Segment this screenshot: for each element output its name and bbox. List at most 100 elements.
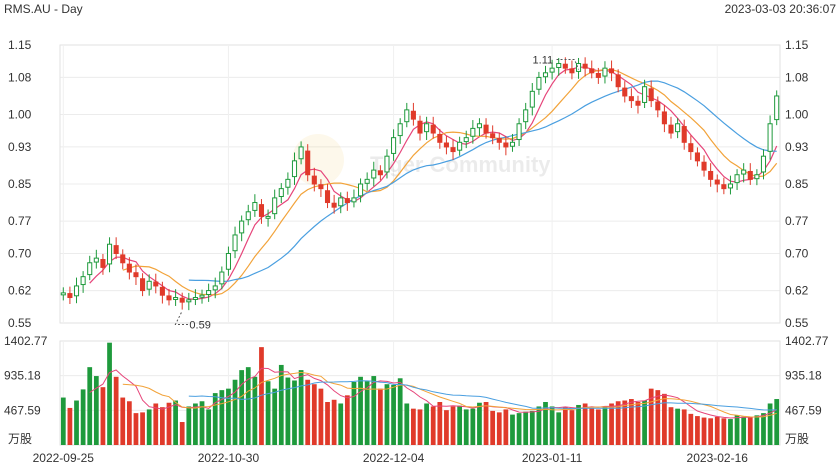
candle-body <box>87 262 93 276</box>
candle-body <box>443 142 449 148</box>
candle-body <box>694 152 700 162</box>
price-tick-right: 1.08 <box>785 70 809 84</box>
candle-body <box>351 197 357 203</box>
volume-bar <box>199 401 205 445</box>
volume-bar <box>87 367 93 445</box>
price-tick-right: 0.85 <box>785 177 809 191</box>
volume-bar <box>93 376 99 445</box>
price-tick-right: 0.93 <box>785 140 809 154</box>
volume-bar <box>437 401 443 445</box>
candle-body <box>318 184 324 190</box>
candle-body <box>615 74 621 88</box>
volume-bar <box>714 416 720 445</box>
candle-body <box>457 141 463 151</box>
candle-body <box>113 245 119 255</box>
volume-bar <box>186 406 192 445</box>
volume-bar <box>728 419 733 445</box>
price-tick-right: 0.62 <box>785 284 809 298</box>
volume-bar <box>589 407 595 445</box>
volume-bar <box>628 399 634 445</box>
candle-body <box>291 160 298 178</box>
candle-body <box>575 63 582 72</box>
annotation-leader <box>174 312 190 325</box>
candle-body <box>311 175 317 185</box>
volume-bar <box>523 411 529 445</box>
volume-tick-right: 935.18 <box>785 369 822 383</box>
volume-bar <box>483 401 489 445</box>
volume-bar <box>166 402 172 445</box>
volume-bar <box>74 400 79 445</box>
price-tick-left: 0.55 <box>8 316 32 330</box>
volume-bar <box>741 416 747 445</box>
volume-bar <box>648 388 654 445</box>
candle-body <box>721 184 727 190</box>
candle-body <box>166 295 172 301</box>
volume-axis: 1402.77 1402.77 935.18 935.18 467.59 467.59 万股… <box>4 334 829 446</box>
candle-body <box>397 123 403 137</box>
volume-bar <box>278 364 284 445</box>
candle-body <box>239 220 245 234</box>
candle-body <box>199 294 205 298</box>
volume-bar <box>285 377 291 445</box>
candle-body <box>595 72 601 78</box>
volume-bar <box>120 397 126 445</box>
candle-body <box>542 72 549 78</box>
candle-body <box>523 109 529 123</box>
candle-body <box>212 285 218 291</box>
candle-body <box>516 123 522 141</box>
volume-bar <box>384 384 390 445</box>
volume-tick-left: 935.18 <box>4 369 41 383</box>
candle-body <box>324 190 331 204</box>
candle-body <box>298 146 304 160</box>
volume-bar <box>60 397 66 445</box>
candle-body <box>358 183 364 197</box>
volume-bar <box>331 399 337 445</box>
candle-body <box>509 141 516 147</box>
candle-body <box>536 76 542 90</box>
candle-body <box>430 124 436 134</box>
volume-bar <box>338 403 344 445</box>
price-tick-left: 1.15 <box>8 38 32 52</box>
volume-tick-right: 467.59 <box>785 403 822 417</box>
candle-body <box>377 170 383 176</box>
candle-body <box>582 63 588 69</box>
volume-bar <box>701 417 707 445</box>
candle-body <box>675 123 681 133</box>
price-tick-left: 0.85 <box>8 177 32 191</box>
volume-ma-line <box>188 380 777 411</box>
annotation-leader <box>556 59 579 70</box>
volume-bar <box>662 393 667 445</box>
price-tick-right: 1.00 <box>785 108 809 122</box>
candle-body <box>609 68 615 74</box>
volume-bar <box>411 408 416 445</box>
candle-body <box>760 155 767 173</box>
volume-bar <box>556 412 562 445</box>
candle-body <box>258 204 265 217</box>
candle-body <box>252 202 258 211</box>
volume-bar <box>510 414 515 445</box>
candle-body <box>206 290 212 296</box>
candle-body <box>483 124 489 134</box>
volume-bar <box>569 410 575 445</box>
candle-body <box>186 299 192 303</box>
volume-bar <box>206 409 212 445</box>
candle-body <box>67 293 73 299</box>
price-tick-left: 1.08 <box>8 70 32 84</box>
volume-bar <box>582 403 588 445</box>
candle-body <box>648 88 654 102</box>
volume-bar <box>681 409 687 445</box>
volume-bar <box>292 380 297 445</box>
volume-bar <box>767 403 773 445</box>
volume-bar <box>252 376 258 445</box>
ma-line <box>89 66 778 301</box>
candle-body <box>622 87 628 97</box>
volume-bar <box>695 416 700 445</box>
candle-body <box>100 259 106 268</box>
candle-body <box>529 90 535 108</box>
volume-unit-right: 万股 <box>785 432 809 446</box>
volume-bar <box>160 407 165 445</box>
ma-line <box>122 69 778 296</box>
volume-unit-left: 万股 <box>8 432 32 446</box>
